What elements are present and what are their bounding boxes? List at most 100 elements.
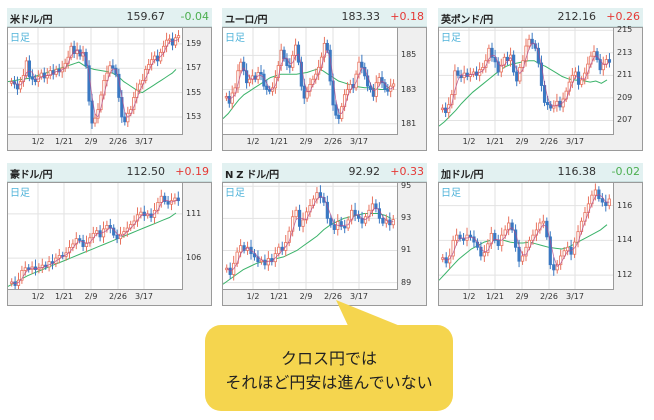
y-axis-label: 215 [617, 25, 633, 35]
x-axis-label: 3/17 [135, 137, 153, 146]
candlestick-chart [8, 28, 182, 134]
x-axis-label: 3/17 [566, 137, 584, 146]
period-label-daily[interactable]: 日足 [225, 33, 245, 44]
y-axis-label: 159 [186, 38, 202, 48]
plot-area: 日足 [223, 183, 398, 290]
short-moving-average [11, 199, 179, 285]
chart-panel-gbpjpy[interactable]: 英ポンド/円 212.16 +0.26 日足 207 209 211 213 215 1/… [438, 8, 643, 151]
y-axis-label: 116 [617, 200, 633, 210]
candlestick-chart [223, 28, 397, 134]
y-axis-label: 209 [617, 92, 633, 102]
x-axis-label: 2/9 [84, 292, 98, 301]
y-axis-label: 91 [401, 245, 412, 255]
chart-frame: 日足 207 209 211 213 215 1/2 1/21 2/9 2/26 3/17 [438, 25, 643, 151]
candlestick-chart [223, 183, 397, 289]
panel-header: N Z ドル/円 92.92 +0.33 [222, 163, 427, 182]
chart-frame: 日足 181 183 185 1/2 1/21 2/9 2/26 3/17 [222, 27, 427, 151]
period-label-daily[interactable]: 日足 [10, 33, 30, 44]
y-axis-label: 155 [186, 87, 202, 97]
callout-line-1: クロス円では [280, 349, 377, 368]
y-axis-label: 183 [401, 84, 417, 94]
long-moving-average [8, 61, 177, 94]
y-axis-label: 157 [186, 63, 202, 73]
chart-frame: 日足 106 111 1/2 1/21 2/9 2/26 3/17 [7, 182, 212, 306]
y-axis-label: 111 [186, 208, 202, 218]
callout-line-2: それほど円安は進んでいない [225, 373, 433, 392]
x-axis-label: 2/9 [299, 137, 313, 146]
period-label-daily[interactable]: 日足 [441, 33, 461, 44]
pair-title: N Z ドル/円 [225, 170, 279, 181]
short-moving-average [226, 49, 394, 114]
pair-title: 加ドル/円 [441, 170, 484, 181]
panel-header: 加ドル/円 116.38 -0.02 [438, 163, 643, 182]
x-axis-label: 3/17 [350, 292, 368, 301]
pair-change: +0.18 [390, 10, 424, 23]
period-label-daily[interactable]: 日足 [10, 188, 30, 199]
y-axis-label: 95 [401, 181, 412, 191]
x-axis-label: 2/26 [109, 137, 127, 146]
panel-header: ユーロ/円 183.33 +0.18 [222, 8, 427, 27]
short-moving-average [11, 39, 179, 118]
x-axis-label: 2/9 [515, 292, 529, 301]
x-axis-label: 1/2 [31, 292, 45, 301]
y-axis-label: 211 [617, 70, 633, 80]
pair-title: ユーロ/円 [225, 15, 268, 26]
chart-panel-cadjpy[interactable]: 加ドル/円 116.38 -0.02 日足 112 114 116 1/2 1/21 2/… [438, 163, 643, 306]
panel-header: 英ポンド/円 212.16 +0.26 [438, 8, 643, 27]
y-axis-label: 89 [401, 277, 412, 287]
pair-price: 116.38 [557, 165, 597, 178]
y-axis-label: 106 [186, 253, 202, 263]
chart-panel-nzdjpy[interactable]: N Z ドル/円 92.92 +0.33 日足 89 91 93 95 1/2 1/21 2… [222, 163, 427, 306]
period-label-daily[interactable]: 日足 [441, 188, 461, 199]
pair-price: 92.92 [348, 165, 381, 178]
short-moving-average [442, 194, 610, 268]
chart-panel-eurjpy[interactable]: ユーロ/円 183.33 +0.18 日足 181 183 185 1/2 1/21 2/… [222, 8, 427, 151]
x-axis-label: 3/17 [566, 292, 584, 301]
x-axis-label: 1/21 [55, 137, 73, 146]
long-moving-average [223, 68, 392, 119]
pair-title: 豪ドル/円 [10, 170, 53, 181]
chart-frame: 日足 112 114 116 1/2 1/21 2/9 2/26 3/17 [438, 182, 643, 306]
x-axis-label: 2/9 [515, 137, 529, 146]
x-axis-label: 1/21 [486, 137, 504, 146]
x-axis-label: 2/9 [299, 292, 313, 301]
pair-price: 212.16 [557, 10, 597, 23]
period-label-daily[interactable]: 日足 [225, 188, 245, 199]
x-axis-label: 2/26 [540, 292, 558, 301]
plot-area: 日足 [8, 28, 183, 135]
panel-header: 豪ドル/円 112.50 +0.19 [7, 163, 212, 182]
chart-frame: 日足 89 91 93 95 1/2 1/21 2/9 2/26 3/17 [222, 181, 427, 306]
x-axis-label: 1/21 [486, 292, 504, 301]
y-axis-label: 93 [401, 213, 412, 223]
y-axis-label: 153 [186, 111, 202, 121]
candlestick-chart [439, 28, 613, 134]
x-axis-label: 1/21 [55, 292, 73, 301]
y-axis-label: 213 [617, 47, 633, 57]
y-axis-label: 114 [617, 235, 633, 245]
x-axis-label: 1/21 [270, 137, 288, 146]
y-axis-label: 112 [617, 270, 633, 280]
short-moving-average [442, 42, 610, 111]
x-axis-label: 1/21 [270, 292, 288, 301]
y-axis-label: 207 [617, 115, 633, 125]
y-axis-label: 181 [401, 118, 417, 128]
candlestick-chart [8, 183, 182, 289]
chart-panel-usdjpy[interactable]: 米ドル/円 159.67 -0.04 日足 153 155 157 159 1/2 1/2… [7, 8, 212, 151]
long-moving-average [223, 213, 392, 285]
y-axis-label: 185 [401, 50, 417, 60]
x-axis-label: 1/2 [246, 292, 260, 301]
x-axis-label: 1/2 [31, 137, 45, 146]
x-axis-label: 3/17 [350, 137, 368, 146]
x-axis-label: 2/26 [324, 137, 342, 146]
x-axis-label: 2/26 [324, 292, 342, 301]
x-axis-label: 3/17 [135, 292, 153, 301]
x-axis-label: 2/9 [84, 137, 98, 146]
pair-change: +0.33 [390, 165, 424, 178]
x-axis-label: 1/2 [246, 137, 260, 146]
plot-area: 日足 [8, 183, 183, 290]
callout-bubble: クロス円では それほど円安は進んでいない [205, 325, 453, 411]
chart-frame: 日足 153 155 157 159 1/2 1/21 2/9 2/26 3/17 [7, 27, 212, 151]
chart-panel-audjpy[interactable]: 豪ドル/円 112.50 +0.19 日足 106 111 1/2 1/21 2/9 2/… [7, 163, 212, 306]
pair-change: +0.19 [175, 165, 209, 178]
